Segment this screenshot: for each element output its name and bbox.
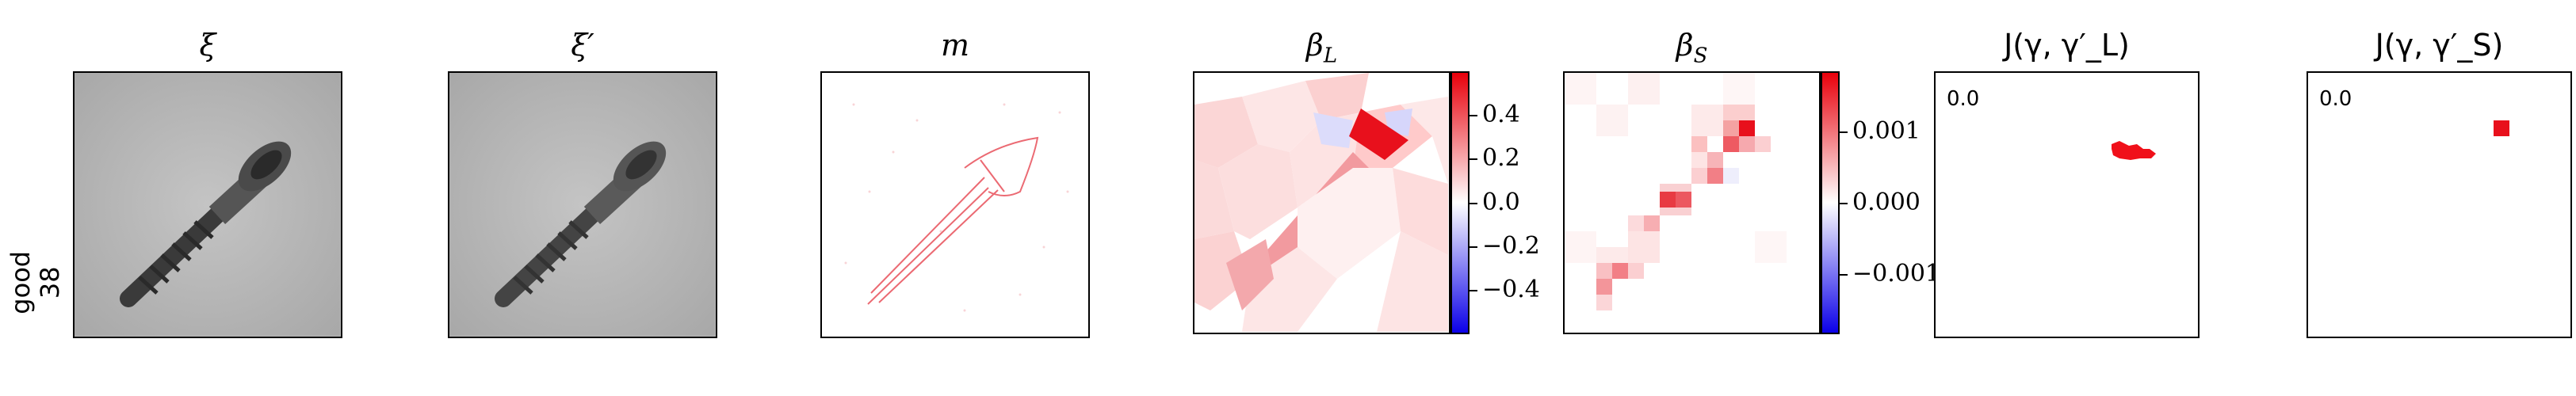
panel-xi-prime xyxy=(448,71,717,338)
screw-reconstruction xyxy=(449,73,715,336)
screw-image xyxy=(75,73,340,336)
colorbar-l xyxy=(1450,71,1470,334)
mask-noise xyxy=(844,103,1069,312)
j-l-region xyxy=(2112,141,2156,160)
title-beta-s: βS xyxy=(1676,28,1708,68)
panel-beta-l xyxy=(1193,71,1450,334)
cbar-l-tick-2: 0.0 xyxy=(1482,188,1520,216)
title-beta-l: βL xyxy=(1305,28,1338,68)
cbar-s-tick-1: 0.000 xyxy=(1852,188,1921,216)
cbar-l-tick-4: −0.4 xyxy=(1482,276,1540,303)
title-j-s: J(γ, γ′_S) xyxy=(2375,28,2504,63)
cbar-l-tick-1: 0.2 xyxy=(1482,144,1520,172)
beta-l-heatmap xyxy=(1194,73,1448,332)
colorbar-s xyxy=(1821,71,1840,334)
j-s-region xyxy=(2494,120,2509,136)
panel-m xyxy=(820,71,1090,338)
panel-beta-s xyxy=(1563,71,1821,334)
panel-j-s: 0.0 xyxy=(2307,71,2572,338)
j-l-value: 0.0 xyxy=(1947,87,1980,111)
row-label: good 38 xyxy=(6,239,65,326)
title-m: m xyxy=(940,28,970,63)
title-xi-prime: ξ′ xyxy=(571,28,594,63)
cbar-l-tick-0: 0.4 xyxy=(1482,101,1520,128)
cbar-l-tick-3: −0.2 xyxy=(1482,232,1540,260)
row-label-class: good xyxy=(6,250,36,314)
title-xi: ξ xyxy=(199,28,216,63)
beta-s-heatmap xyxy=(1565,73,1818,332)
title-j-l: J(γ, γ′_L) xyxy=(2004,28,2130,63)
cbar-s-tick-0: 0.001 xyxy=(1852,117,1921,145)
panel-j-l: 0.0 xyxy=(1934,71,2200,338)
row-label-index: 38 xyxy=(35,266,65,299)
mask-image xyxy=(844,103,1069,312)
cbar-s-tick-2: −0.001 xyxy=(1852,260,1941,287)
panel-xi xyxy=(73,71,342,338)
j-s-value: 0.0 xyxy=(2319,87,2352,111)
